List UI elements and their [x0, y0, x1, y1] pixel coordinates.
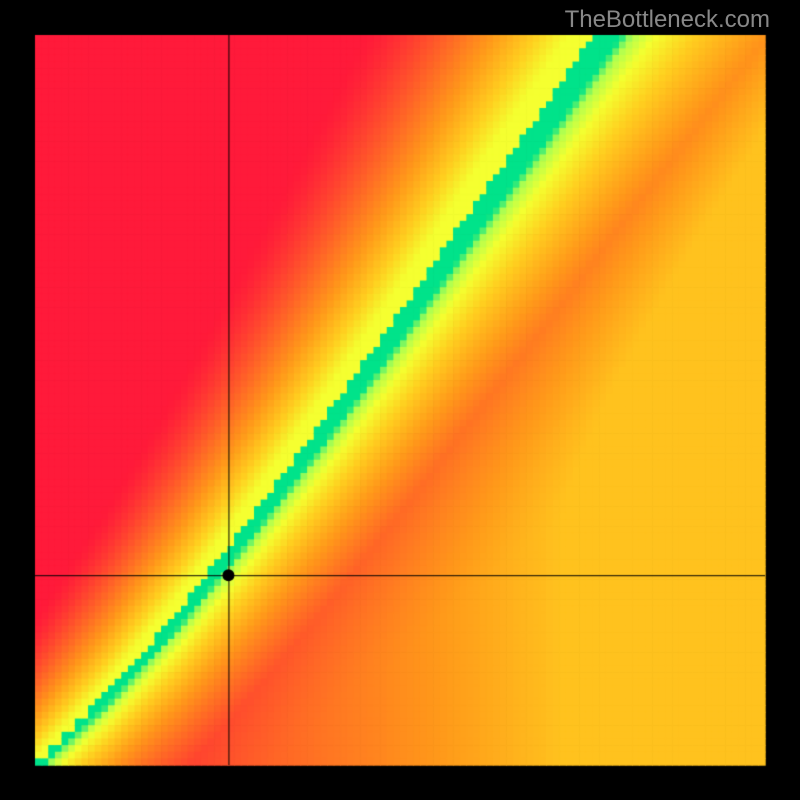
- bottleneck-heatmap-canvas: [0, 0, 800, 800]
- watermark-text: TheBottleneck.com: [565, 6, 770, 34]
- chart-container: TheBottleneck.com: [0, 0, 800, 800]
